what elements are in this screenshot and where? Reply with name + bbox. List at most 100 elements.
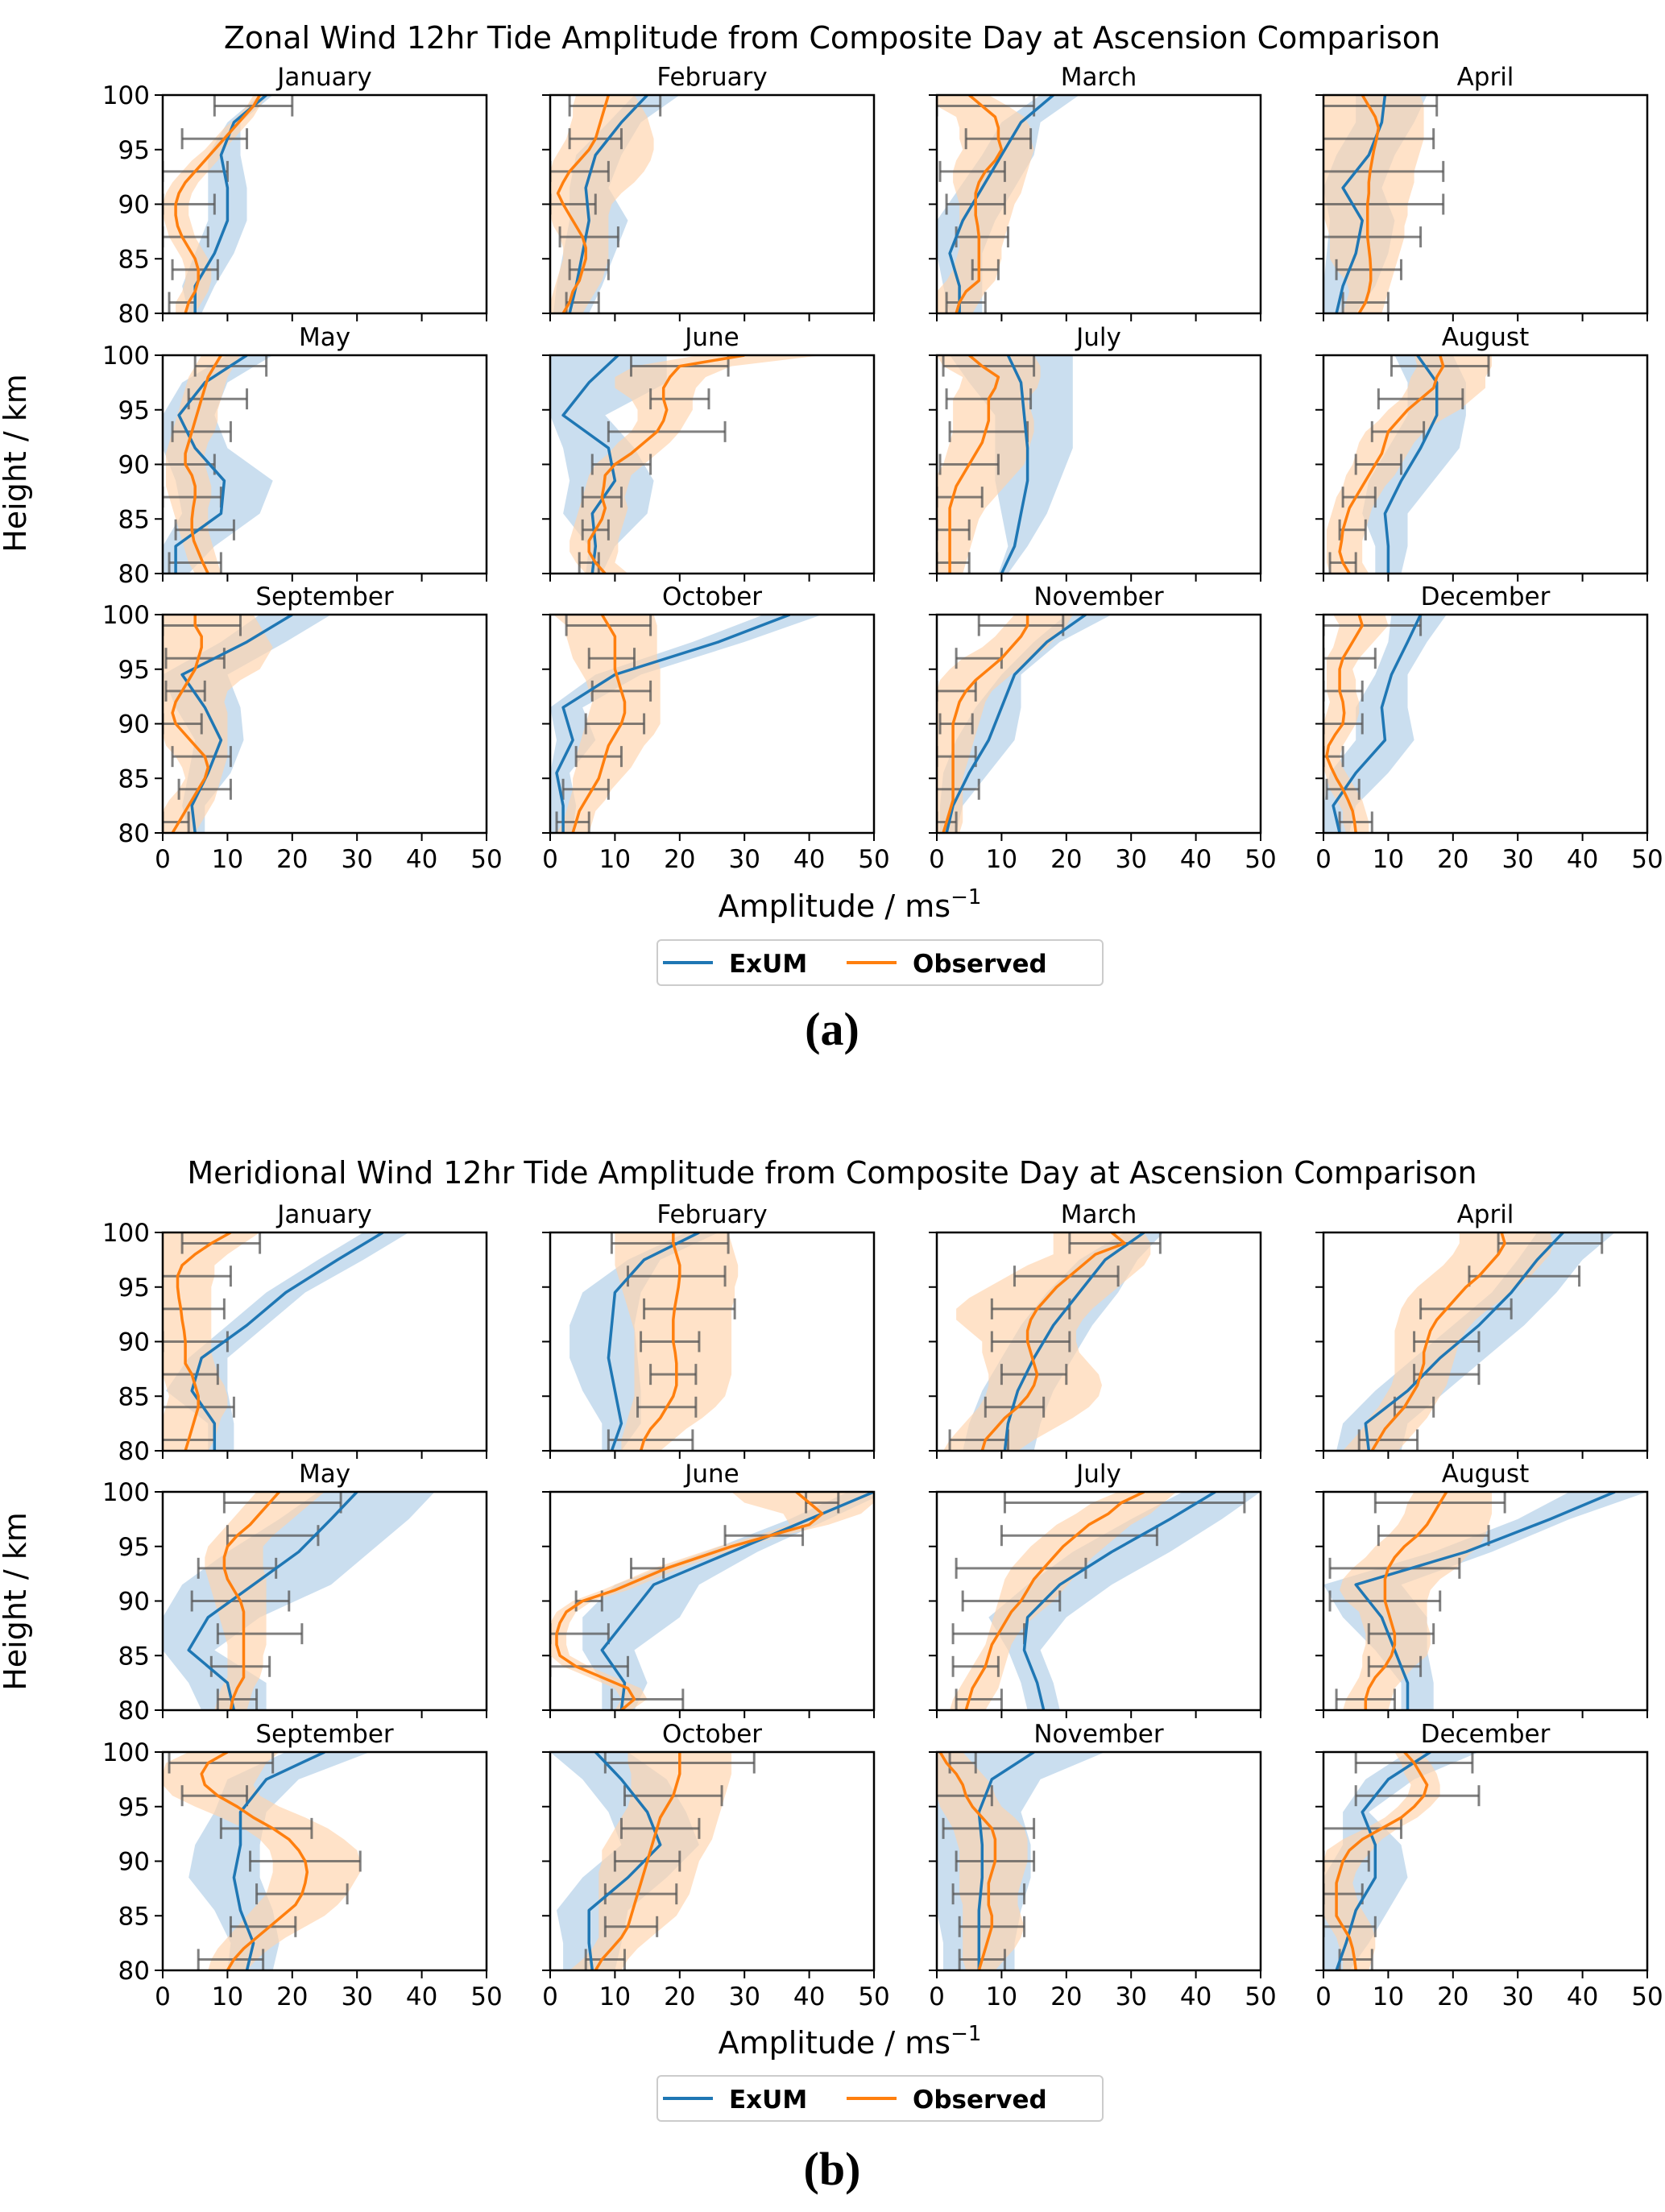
x-tick-label: 0 [1315, 845, 1332, 874]
error-bar [610, 1232, 730, 1254]
error-bar [643, 1298, 736, 1319]
x-tick-label: 20 [664, 1982, 695, 2011]
error-bar [948, 1752, 977, 1774]
observed-line [980, 1232, 1126, 1451]
error-bar [187, 388, 249, 410]
error-bar [937, 1785, 993, 1807]
error-bar [584, 713, 646, 735]
subplot-november: November 0 10 20 30 40 50 [929, 1720, 1277, 2011]
y-tick-label: 100 [102, 1738, 150, 1767]
subplot-august: August [1315, 1460, 1649, 1718]
error-bar [168, 552, 222, 574]
plot-area [163, 1492, 435, 1710]
exum-line [568, 95, 648, 313]
subplot-title: November [1033, 1720, 1164, 1749]
error-bar [219, 1817, 313, 1839]
x-tick-label: 40 [1567, 845, 1598, 874]
error-bar [945, 292, 987, 313]
plot-area [1323, 95, 1445, 313]
x-axis-label-text: Amplitude / ms [719, 2025, 951, 2061]
x-tick-label: 40 [1567, 1982, 1598, 2011]
subplot-title: March [1061, 1200, 1137, 1229]
subplot-title: December [1421, 1720, 1551, 1749]
observed-line [639, 1232, 681, 1451]
error-bar [163, 1396, 235, 1418]
observed-line [171, 615, 210, 833]
error-bar [550, 160, 610, 182]
error-bar [1323, 1850, 1370, 1872]
error-bar [1413, 1331, 1481, 1352]
figure-title: Zonal Wind 12hr Tide Amplitude from Comp… [224, 20, 1440, 56]
y-tick-label: 100 [102, 342, 150, 371]
error-bar [977, 615, 1065, 636]
plot-area [163, 95, 294, 313]
error-bar [1323, 95, 1439, 117]
error-bar [1335, 259, 1402, 280]
error-bar [177, 778, 232, 800]
exum-line [587, 1752, 662, 1970]
observed-line [964, 1492, 1145, 1710]
error-bar [942, 355, 1036, 377]
subplot-february: February [542, 1200, 876, 1459]
error-bar [937, 680, 977, 702]
plot-area [1336, 1232, 1615, 1451]
exum-line [187, 1492, 358, 1710]
x-tick-label: 20 [1437, 1982, 1468, 2011]
exum-line [607, 1232, 700, 1451]
exum-uncertainty-band [569, 1232, 719, 1451]
observed-line [555, 1492, 824, 1710]
plot-area [937, 615, 1112, 833]
x-tick-label: 40 [1180, 1982, 1211, 2011]
exum-line [174, 355, 248, 574]
error-bar [938, 713, 974, 735]
subplot-title: April [1457, 63, 1514, 92]
y-tick-label: 95 [118, 136, 150, 165]
exum-uncertainty-band [582, 1492, 874, 1710]
observed-line [222, 1492, 281, 1710]
plot-area [943, 1232, 1164, 1451]
error-bar [568, 259, 610, 280]
x-tick-label: 30 [341, 1982, 372, 2011]
subplot-title: April [1457, 1200, 1514, 1229]
exum-line [1364, 1232, 1564, 1451]
legend-entry-observed: Observed [847, 950, 1047, 979]
x-tick-label: 40 [406, 845, 437, 874]
plot-area [1323, 615, 1447, 833]
observed-line [174, 95, 262, 313]
observed-line [1357, 95, 1381, 313]
error-bar [163, 713, 203, 735]
x-axis-label: Amplitude / ms−1 [719, 885, 982, 924]
error-bar [1323, 160, 1445, 182]
x-tick-label: 10 [212, 1982, 243, 2011]
y-tick-label: 90 [118, 710, 150, 739]
subplot-august: August [1315, 323, 1649, 582]
error-bar [990, 1331, 1071, 1352]
x-tick-label: 20 [1050, 845, 1082, 874]
x-tick-label: 40 [1180, 845, 1211, 874]
error-bar [937, 778, 980, 800]
error-bar [1323, 1916, 1377, 1937]
error-bar [163, 615, 242, 636]
figure-b: Meridional Wind 12hr Tide Amplitude from… [0, 1155, 1663, 2195]
observed-uncertainty-band [937, 615, 1073, 833]
subplot-title: June [683, 1460, 739, 1489]
plot-area [163, 355, 273, 574]
error-bar [938, 160, 1006, 182]
error-bar [1323, 1817, 1402, 1839]
y-tick-label: 80 [118, 819, 150, 848]
observed-uncertainty-band [1327, 355, 1492, 574]
plot-area [163, 1232, 409, 1451]
subplot-september: September 80 85 90 95 100 0 10 20 30 40 50 [102, 582, 503, 874]
error-bar [640, 1331, 701, 1352]
subplot-september: September 80 85 90 95 100 0 10 20 30 40 50 [102, 1720, 503, 2011]
error-bar [603, 1916, 659, 1937]
plot-area [937, 95, 1079, 313]
figure-label: (b) [804, 2143, 861, 2195]
x-axis-label-text: Amplitude / ms [719, 889, 951, 924]
error-bar [163, 1364, 219, 1386]
x-tick-label: 30 [728, 1982, 760, 2011]
y-tick-label: 80 [118, 300, 150, 329]
x-tick-label: 10 [599, 1982, 631, 2011]
subplot-title: October [662, 1720, 762, 1749]
x-tick-label: 0 [155, 1982, 171, 2011]
